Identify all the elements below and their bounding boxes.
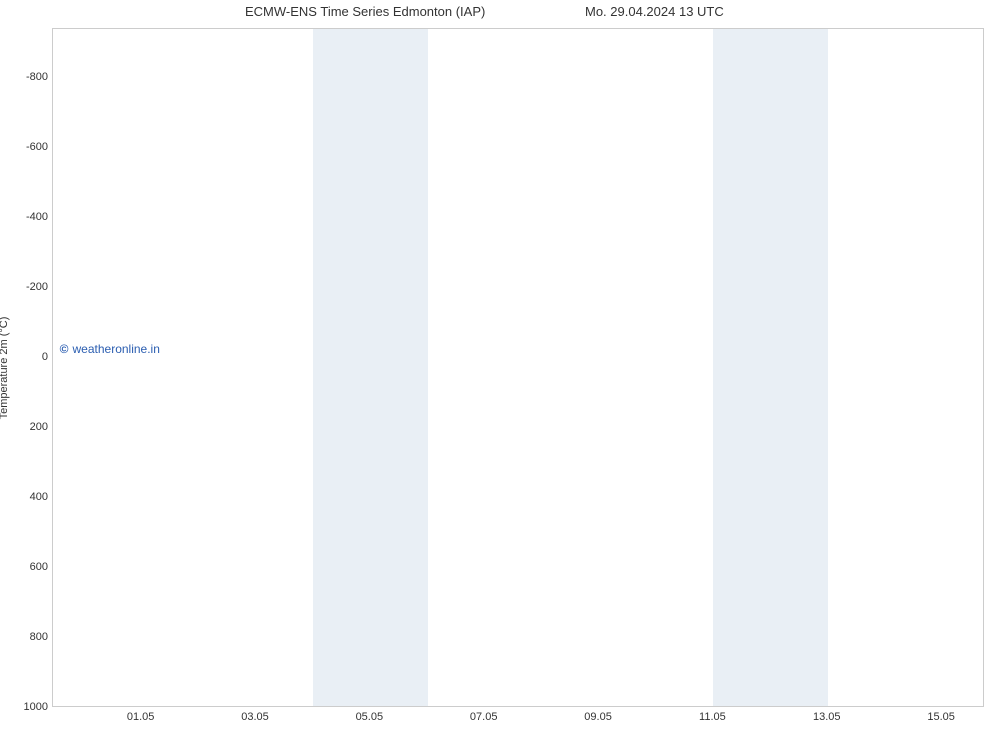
y-tick-label: 1000 (24, 701, 48, 713)
y-tick-label: 800 (30, 631, 48, 643)
x-tick-label: 13.05 (813, 711, 841, 723)
watermark-text: weatheronline.in (73, 342, 160, 356)
y-tick-label: -600 (26, 141, 48, 153)
title-left: ECMW-ENS Time Series Edmonton (IAP) (245, 4, 485, 19)
watermark: © weatheronline.in (60, 342, 160, 356)
x-tick-label: 09.05 (584, 711, 612, 723)
weekend-band (370, 29, 427, 706)
plot-area: © weatheronline.in (52, 28, 984, 707)
title-right: Mo. 29.04.2024 13 UTC (585, 4, 724, 19)
weekend-band (771, 29, 828, 706)
y-tick-label: 0 (42, 351, 48, 363)
weekend-band (313, 29, 370, 706)
y-tick-label: -200 (26, 281, 48, 293)
y-axis-label-group: Temperature 2m (°C) (0, 268, 14, 468)
y-tick-label: -800 (26, 71, 48, 83)
chart-canvas: ECMW-ENS Time Series Edmonton (IAP) Mo. … (0, 0, 1000, 733)
x-tick-label: 11.05 (699, 711, 726, 723)
x-tick-label: 15.05 (927, 711, 955, 723)
y-tick-label: 600 (30, 561, 48, 573)
x-tick-label: 01.05 (127, 711, 155, 723)
copyright-icon: © (60, 342, 69, 356)
y-tick-label: 400 (30, 491, 48, 503)
y-tick-label: 200 (30, 421, 48, 433)
x-tick-label: 05.05 (356, 711, 384, 723)
y-tick-label: -400 (26, 211, 48, 223)
x-tick-label: 03.05 (241, 711, 269, 723)
y-axis-label: Temperature 2m (°C) (0, 316, 10, 419)
x-tick-label: 07.05 (470, 711, 498, 723)
weekend-band (713, 29, 770, 706)
